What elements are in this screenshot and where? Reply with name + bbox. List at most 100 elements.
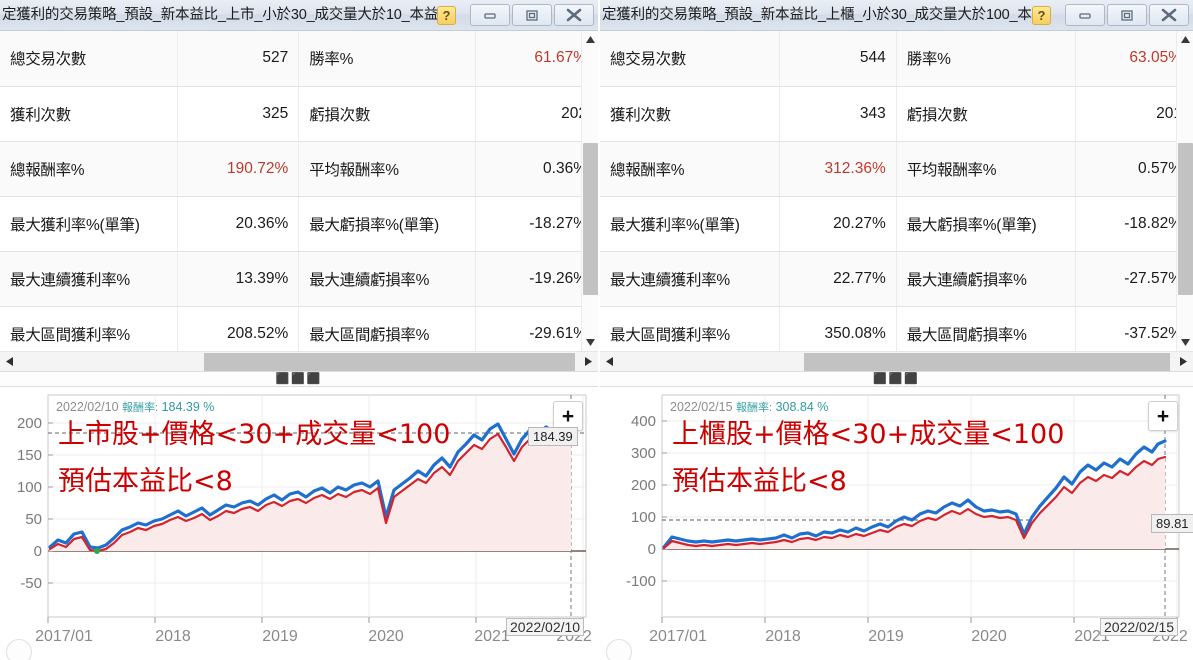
table-row: 總交易次數 527 勝率% 61.67% [0, 31, 598, 87]
svg-text:2018: 2018 [155, 628, 191, 645]
help-icon[interactable]: ? [1032, 5, 1051, 25]
left-splitter-handle[interactable]: ⬛⬛⬛ [0, 371, 598, 387]
stat-label: 勝率% [298, 31, 477, 87]
table-row: 總報酬率% 190.72% 平均報酬率% 0.36% [0, 141, 598, 197]
chart-corner-button[interactable] [606, 639, 632, 660]
stat-value: 0.57% [1075, 141, 1193, 197]
stat-label: 最大虧損率%(單筆) [896, 196, 1076, 252]
left-horizontal-scrollbar[interactable] [0, 351, 598, 371]
svg-text:2019: 2019 [262, 628, 298, 645]
scroll-left-arrow-icon[interactable] [600, 352, 619, 372]
table-row: 最大連續獲利率% 22.77% 最大連續虧損率% -27.57% [600, 251, 1193, 307]
svg-text:200: 200 [631, 477, 656, 494]
stat-value: 325 [177, 86, 300, 142]
minimize-button[interactable] [1065, 4, 1105, 26]
right-strategy-panel: 定獲利的交易策略_預設_新本益比_上櫃_小於30_成交量大於100_本 ? 總交… [600, 0, 1193, 660]
scroll-down-arrow-icon[interactable] [1177, 334, 1193, 351]
stat-value: 13.39% [177, 251, 300, 307]
close-button[interactable] [554, 4, 594, 26]
chart-date-tooltip: 2022/02/15 [1100, 618, 1179, 636]
stat-label: 最大連續獲利率% [0, 251, 178, 307]
left-strategy-panel: 定獲利的交易策略_預設_新本益比_上市_小於30_成交量大於10_本益 ? 總交… [0, 0, 600, 660]
stat-label: 最大虧損率%(單筆) [298, 196, 477, 252]
stat-label: 總交易次數 [600, 31, 780, 87]
stat-label: 最大連續獲利率% [600, 251, 780, 307]
minimize-button[interactable] [470, 4, 510, 26]
right-window-title: 定獲利的交易策略_預設_新本益比_上櫃_小於30_成交量大於100_本 [602, 6, 1032, 23]
left-stats-body: 總交易次數 527 勝率% 61.67% 獲利次數 325 虧損次數 202 總… [0, 31, 598, 362]
stat-value: 20.36% [177, 196, 300, 252]
stat-value: 201 [1075, 86, 1193, 142]
right-stats-table-wrap: 總交易次數 544 勝率% 63.05% 獲利次數 343 虧損次數 201 總… [600, 31, 1193, 362]
stat-label: 最大獲利率%(單筆) [0, 196, 178, 252]
stat-label: 最大連續虧損率% [298, 251, 477, 307]
left-stats-table-wrap: 總交易次數 527 勝率% 61.67% 獲利次數 325 虧損次數 202 總… [0, 31, 598, 362]
zoom-in-button[interactable]: + [553, 401, 583, 431]
scroll-up-arrow-icon[interactable] [1177, 31, 1193, 48]
restore-button[interactable] [512, 4, 552, 26]
scroll-right-arrow-icon[interactable] [579, 352, 598, 372]
stat-value: 544 [779, 31, 897, 87]
stat-value: 527 [177, 31, 300, 87]
stat-label: 獲利次數 [600, 86, 780, 142]
scroll-up-arrow-icon[interactable] [582, 31, 598, 48]
left-equity-chart[interactable]: 200 150 100 50 0 -50 [0, 387, 598, 660]
svg-text:2020: 2020 [971, 628, 1007, 645]
left-chart-canvas: 200 150 100 50 0 -50 [17, 394, 592, 645]
close-button[interactable] [1149, 4, 1189, 26]
left-vertical-scrollbar[interactable] [581, 31, 598, 351]
scroll-down-arrow-icon[interactable] [582, 334, 598, 351]
horizontal-scroll-thumb[interactable] [804, 352, 1170, 371]
help-icon[interactable]: ? [437, 5, 456, 25]
stat-value: 63.05% [1075, 31, 1193, 87]
svg-text:2021: 2021 [474, 628, 510, 645]
table-row: 最大連續獲利率% 13.39% 最大連續虧損率% -19.26% [0, 251, 598, 307]
right-stats-table: 總交易次數 544 勝率% 63.05% 獲利次數 343 虧損次數 201 總… [600, 31, 1193, 362]
right-window-controls [1065, 4, 1189, 26]
vertical-scroll-thumb[interactable] [583, 143, 598, 295]
chart-value-tooltip: 184.39 [528, 427, 578, 446]
stat-value: 0.36% [475, 141, 598, 197]
stat-label: 總報酬率% [0, 141, 178, 197]
scroll-left-arrow-icon[interactable] [0, 352, 19, 372]
right-vertical-scrollbar[interactable] [1176, 31, 1193, 351]
stat-value: -18.27% [475, 196, 598, 252]
right-horizontal-scrollbar[interactable] [600, 351, 1193, 371]
scroll-right-arrow-icon[interactable] [1174, 352, 1193, 372]
svg-text:2017/01: 2017/01 [649, 628, 707, 645]
stat-label: 獲利次數 [0, 86, 178, 142]
right-stats-body: 總交易次數 544 勝率% 63.05% 獲利次數 343 虧損次數 201 總… [600, 31, 1193, 362]
svg-text:200: 200 [17, 415, 42, 432]
zoom-in-button[interactable]: + [1148, 401, 1178, 431]
stat-label: 最大獲利率%(單筆) [600, 196, 780, 252]
left-titlebar: 定獲利的交易策略_預設_新本益比_上市_小於30_成交量大於10_本益 ? [0, 0, 598, 31]
right-titlebar: 定獲利的交易策略_預設_新本益比_上櫃_小於30_成交量大於100_本 ? [600, 0, 1193, 31]
left-window-title: 定獲利的交易策略_預設_新本益比_上市_小於30_成交量大於10_本益 [2, 6, 437, 23]
horizontal-scroll-track[interactable] [619, 352, 1174, 372]
stat-value: 312.36% [779, 141, 897, 197]
left-window-controls [470, 4, 594, 26]
svg-text:0: 0 [34, 543, 42, 560]
table-row: 最大獲利率%(單筆) 20.27% 最大虧損率%(單筆) -18.82% [600, 196, 1193, 252]
stat-value: 20.27% [779, 196, 897, 252]
right-splitter-handle[interactable]: ⬛⬛⬛ [600, 371, 1193, 387]
vertical-scroll-thumb[interactable] [1178, 143, 1193, 295]
chart-value-tooltip: 89.81 [1151, 514, 1193, 533]
chart-date-tooltip: 2022/02/10 [506, 618, 585, 636]
svg-text:0: 0 [648, 541, 656, 558]
svg-text:2017/01: 2017/01 [35, 628, 93, 645]
svg-text:150: 150 [17, 447, 42, 464]
right-equity-chart[interactable]: 400 300 200 100 0 -100 [600, 387, 1193, 660]
chart-corner-button[interactable] [6, 639, 32, 660]
right-chart-canvas: 400 300 200 100 0 -100 [626, 394, 1188, 645]
svg-text:2019: 2019 [868, 628, 904, 645]
stat-label: 平均報酬率% [298, 141, 477, 197]
restore-button[interactable] [1107, 4, 1147, 26]
stat-value: -18.82% [1075, 196, 1193, 252]
stat-value: 61.67% [475, 31, 598, 87]
svg-text:2020: 2020 [368, 628, 404, 645]
svg-text:100: 100 [631, 509, 656, 526]
horizontal-scroll-track[interactable] [19, 352, 579, 372]
stat-label: 最大連續虧損率% [896, 251, 1076, 307]
horizontal-scroll-thumb[interactable] [204, 352, 575, 371]
